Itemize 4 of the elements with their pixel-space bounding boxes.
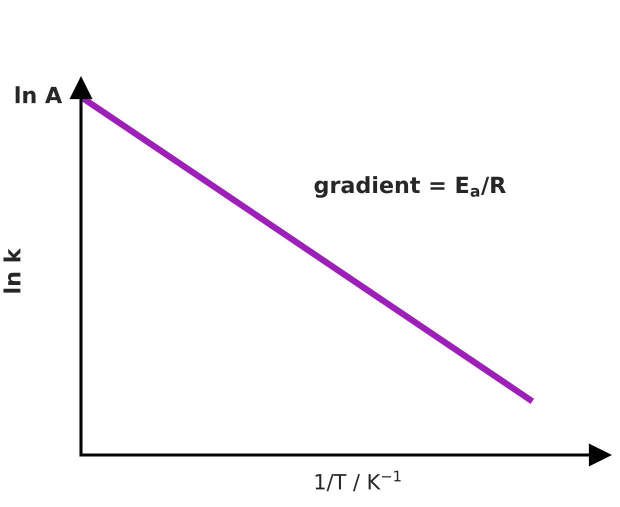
annotation: gradient = E$_{a}$/R bbox=[314, 176, 506, 198]
annotation: ln A bbox=[16, 86, 62, 104]
x-axis-title: 1/T / K$^{−1}$ bbox=[316, 470, 401, 492]
y-axis-title: ln k bbox=[3, 248, 20, 293]
